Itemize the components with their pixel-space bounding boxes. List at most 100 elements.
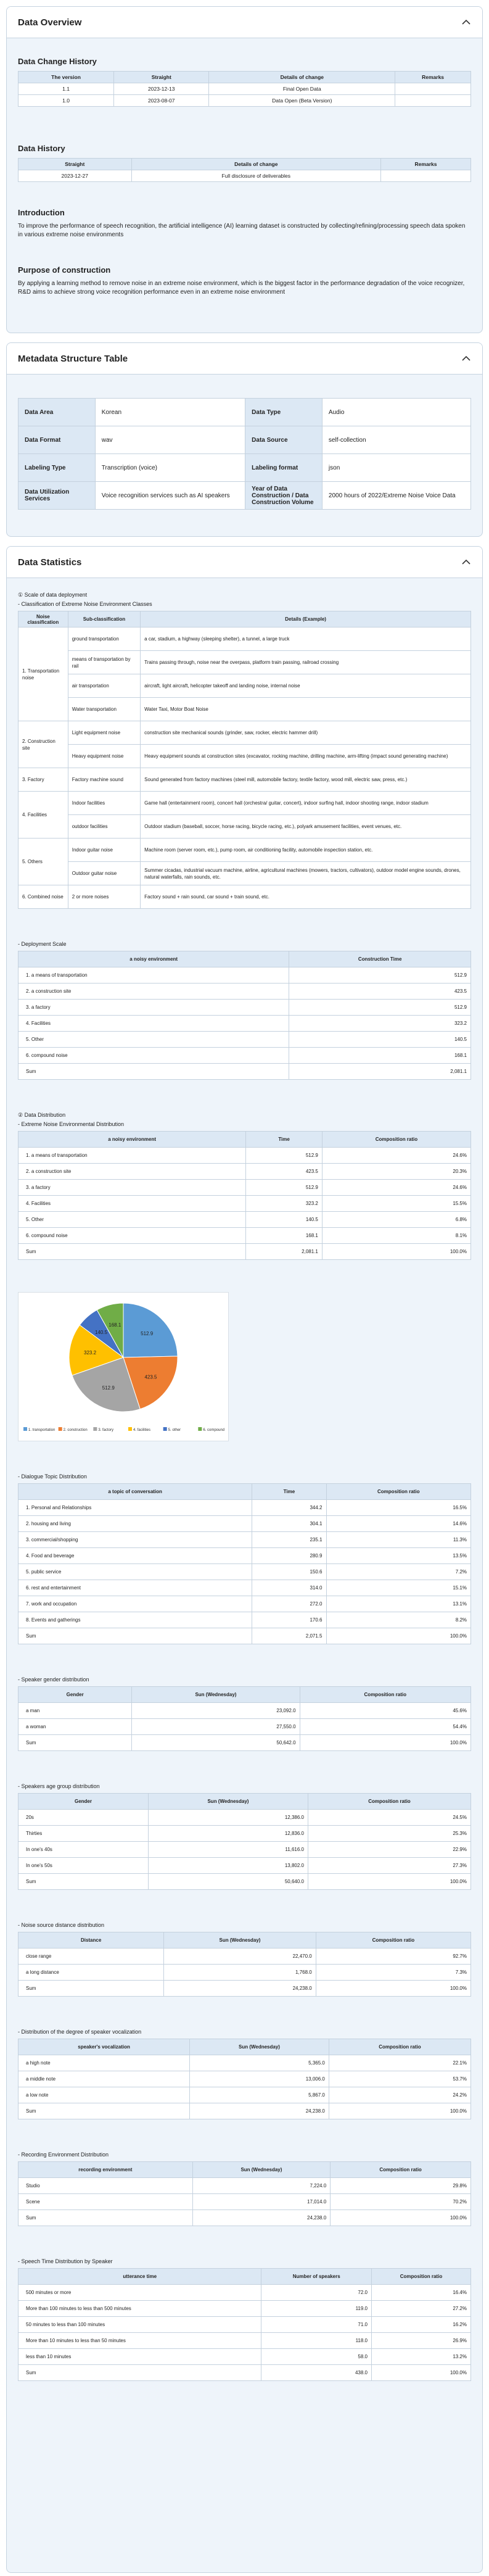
table-row: close range 22,470.0 92.7% [17, 1948, 472, 1965]
table-cell: 6. compound noise [17, 1227, 247, 1244]
table-row: 1.0 2023-08-07 Data Open (Beta Version) [17, 94, 471, 107]
header-row: Gender Sun (Wednesday) Composition ratio [17, 1686, 472, 1703]
table-cell [395, 83, 471, 95]
column-header: Straight [113, 71, 210, 83]
table-cell: 24,238.0 [192, 2209, 331, 2226]
table-row: 1. Personal and Relationships 344.2 16.5% [17, 1499, 471, 1516]
meta-label: Labeling Type [18, 453, 96, 482]
group-cell: 4. Facilities [18, 791, 68, 839]
table-cell: 304.1 [252, 1515, 327, 1532]
table-row: 4. Facilities 323.2 [17, 1015, 471, 1032]
sub-cell: Indoor facilities [67, 791, 141, 815]
meta-value: 2000 hours of 2022/Extreme Noise Voice D… [321, 481, 472, 510]
column-header: a topic of conversation [17, 1483, 253, 1500]
legend-label: 6. compound [203, 1428, 224, 1432]
overview-panel: Data Overview Data Change History The ver… [6, 6, 483, 333]
table-cell: In one's 40s [18, 1841, 149, 1858]
slice-label: 140.5 [95, 1330, 108, 1335]
table-row: 500 minutes or more 72.0 16.4% [17, 2284, 471, 2301]
table-cell: 27,550.0 [131, 1718, 300, 1735]
legend-swatch [23, 1427, 27, 1431]
header-row: The version Straight Details of change Rema… [17, 71, 471, 83]
meta-label: Data Utilization Services [18, 481, 96, 510]
table-cell: 168.1 [289, 1047, 471, 1064]
table-cell: Sum [17, 1628, 253, 1644]
table-cell: 272.0 [252, 1596, 327, 1612]
table-cell: a middle note [17, 2071, 191, 2087]
table-cell: 13.2% [371, 2348, 471, 2365]
table-cell: 7. work and occupation [17, 1596, 253, 1612]
meta-value: Korean [94, 398, 246, 426]
table-row: a middle note 13,006.0 53.7% [17, 2071, 472, 2087]
table-cell: 3. a factory [17, 999, 290, 1016]
header-row: Distance Sun (Wednesday) Composition ratio [17, 1932, 472, 1949]
data-table: a noisy environment Construction Time 1. a… [17, 951, 471, 1080]
table-cell: 140.5 [289, 1031, 471, 1048]
table-cell: Final Open Data [208, 83, 396, 95]
column-header: a noisy environment [17, 1131, 247, 1148]
table-cell: 92.7% [315, 1948, 472, 1965]
collapse-toggle[interactable] [461, 559, 471, 565]
stat-block: - Deployment Scale a noisy environment Con… [17, 941, 471, 1080]
table-cell: 1. a means of transportation [17, 1147, 247, 1164]
table-cell: Sum [17, 2103, 191, 2119]
sub-cell: outdoor facilities [67, 814, 141, 839]
table-cell: 2. housing and living [17, 1515, 253, 1532]
data-table: a topic of conversation Time Composition r… [17, 1483, 471, 1644]
table-cell: 72.0 [261, 2284, 372, 2301]
column-header: The version [17, 71, 115, 83]
detail-cell: Machine room (server room, etc.), pump r… [140, 838, 471, 862]
table-cell: 50,642.0 [131, 1734, 300, 1751]
column-header: Remarks [380, 158, 471, 170]
detail-cell: Game hall (entertainment room), concert … [140, 791, 471, 815]
table-cell [395, 94, 471, 107]
table-row: 5. Other 140.5 6.8% [17, 1211, 472, 1228]
table-row: 5. Others Indoor guitar noise Machine room… [18, 838, 471, 885]
data-table: Gender Sun (Wednesday) Composition ratio a … [17, 1686, 472, 1751]
table-cell: 22.1% [328, 2055, 472, 2071]
detail-cell: Heavy equipment sounds at construction s… [140, 744, 471, 768]
column-header: Time [245, 1131, 323, 1148]
block-subtitle: - Speakers age group distribution [18, 1783, 100, 1789]
table-cell: 100.0% [321, 1243, 472, 1260]
slice-label: 323.2 [84, 1350, 97, 1356]
table-row: Thirties 12,836.0 25.3% [18, 1825, 472, 1842]
stat-block: - Noise source distance distribution Dist… [17, 1922, 472, 1997]
collapse-toggle[interactable] [461, 355, 471, 362]
legend-swatch [163, 1427, 167, 1431]
column-header: Time [252, 1483, 327, 1500]
stat-block: - Speaker gender distribution Gender Sun (… [17, 1676, 472, 1751]
table-cell: 5. public service [17, 1563, 253, 1580]
table-cell: 323.2 [289, 1015, 471, 1032]
table-row: 3. a factory 512.9 24.6% [17, 1179, 472, 1196]
table-cell: 11,616.0 [147, 1841, 308, 1858]
column-header: Distance [17, 1932, 165, 1949]
panel-header: Data Statistics [7, 547, 482, 578]
detail-cell: Sound generated from factory machines (s… [140, 768, 471, 792]
metadata-panel: Metadata Structure Table Data Area Korean… [6, 342, 483, 537]
table-cell: 314.0 [252, 1580, 327, 1596]
column-header: Composition ratio [299, 1686, 472, 1703]
table-cell: 13,802.0 [147, 1857, 308, 1874]
table-cell: 27.2% [371, 2300, 471, 2317]
meta-value: json [321, 453, 472, 482]
meta-label: Data Type [245, 398, 323, 426]
table-cell: 170.6 [252, 1612, 327, 1628]
table-cell: 2. a construction site [17, 983, 290, 1000]
column-header: Composition ratio [326, 1483, 471, 1500]
table-row: Outdoor guitar noise Summer cicadas, indu… [18, 861, 471, 885]
detail-cell: Trains passing through, noise near the o… [140, 650, 471, 674]
meta-value: Transcription (voice) [94, 453, 246, 482]
table-cell: 5. Other [17, 1211, 247, 1228]
block-subtitle: - Extreme Noise Environmental Distributi… [18, 1121, 125, 1127]
table-cell: 16.4% [371, 2284, 471, 2301]
collapse-toggle[interactable] [461, 19, 471, 25]
table-row: 4. Food and beverage 280.9 13.5% [17, 1547, 471, 1564]
data-table: speaker's vocalization Sun (Wednesday) Com… [17, 2039, 472, 2119]
table-cell: 24.5% [307, 1809, 472, 1826]
sub-cell: 2 or more noises [67, 885, 141, 909]
table-row: a long distance 1,768.0 7.3% [17, 1964, 472, 1981]
table-cell: 27.3% [307, 1857, 472, 1874]
table-row: In one's 50s 13,802.0 27.3% [18, 1857, 472, 1874]
